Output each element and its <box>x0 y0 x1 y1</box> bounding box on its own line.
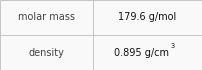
Text: molar mass: molar mass <box>18 13 75 22</box>
Text: density: density <box>28 48 64 57</box>
Text: 0.895 g/cm: 0.895 g/cm <box>114 48 169 57</box>
Text: 3: 3 <box>171 43 175 49</box>
Text: 179.6 g/mol: 179.6 g/mol <box>118 13 177 22</box>
